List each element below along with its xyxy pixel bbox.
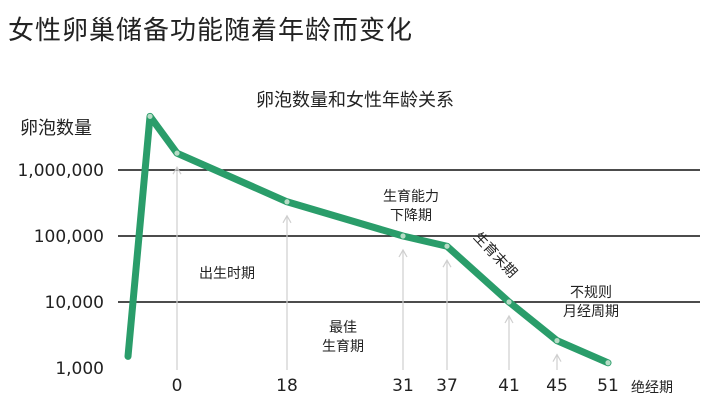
guide-arrowhead — [172, 165, 182, 175]
series-line — [124, 112, 612, 367]
data-point — [605, 360, 611, 366]
data-point — [400, 233, 406, 239]
y-tick-label: 1,000 — [55, 359, 104, 379]
annotation-label: 不规则月经周期 — [563, 285, 619, 320]
x-tick-label: 51 — [597, 376, 619, 396]
annotation-label: 绝经期 — [631, 380, 673, 396]
x-tick-label: 18 — [276, 376, 298, 396]
guide-arrowhead — [398, 248, 408, 258]
x-tick-label: 0 — [172, 376, 183, 396]
annotation-label: 最佳生育期 — [322, 320, 364, 355]
data-point — [506, 299, 512, 305]
data-point — [554, 338, 560, 344]
guide-arrowhead — [442, 259, 452, 268]
data-point — [174, 150, 180, 156]
annotation-label: 出生时期 — [199, 266, 255, 282]
y-tick-label: 10,000 — [45, 293, 104, 313]
data-point — [444, 243, 450, 249]
guide-arrowhead — [504, 314, 514, 324]
x-tick-label: 45 — [546, 376, 568, 396]
data-point — [284, 199, 290, 205]
x-tick-label: 31 — [392, 376, 414, 396]
page-title: 女性卵巢储备功能随着年龄而变化 — [8, 16, 414, 46]
y-tick-label: 100,000 — [34, 227, 104, 247]
guide-arrowhead — [552, 353, 562, 362]
y-axis-label: 卵泡数量 — [20, 118, 92, 139]
x-tick-label: 41 — [498, 376, 520, 396]
chart-title: 卵泡数量和女性年龄关系 — [256, 90, 454, 111]
annotation-label: 生育能力下降期 — [383, 189, 439, 224]
data-point — [147, 113, 153, 119]
y-tick-label: 1,000,000 — [17, 161, 104, 181]
x-tick-label: 37 — [436, 376, 458, 396]
guide-arrowhead — [282, 214, 292, 224]
